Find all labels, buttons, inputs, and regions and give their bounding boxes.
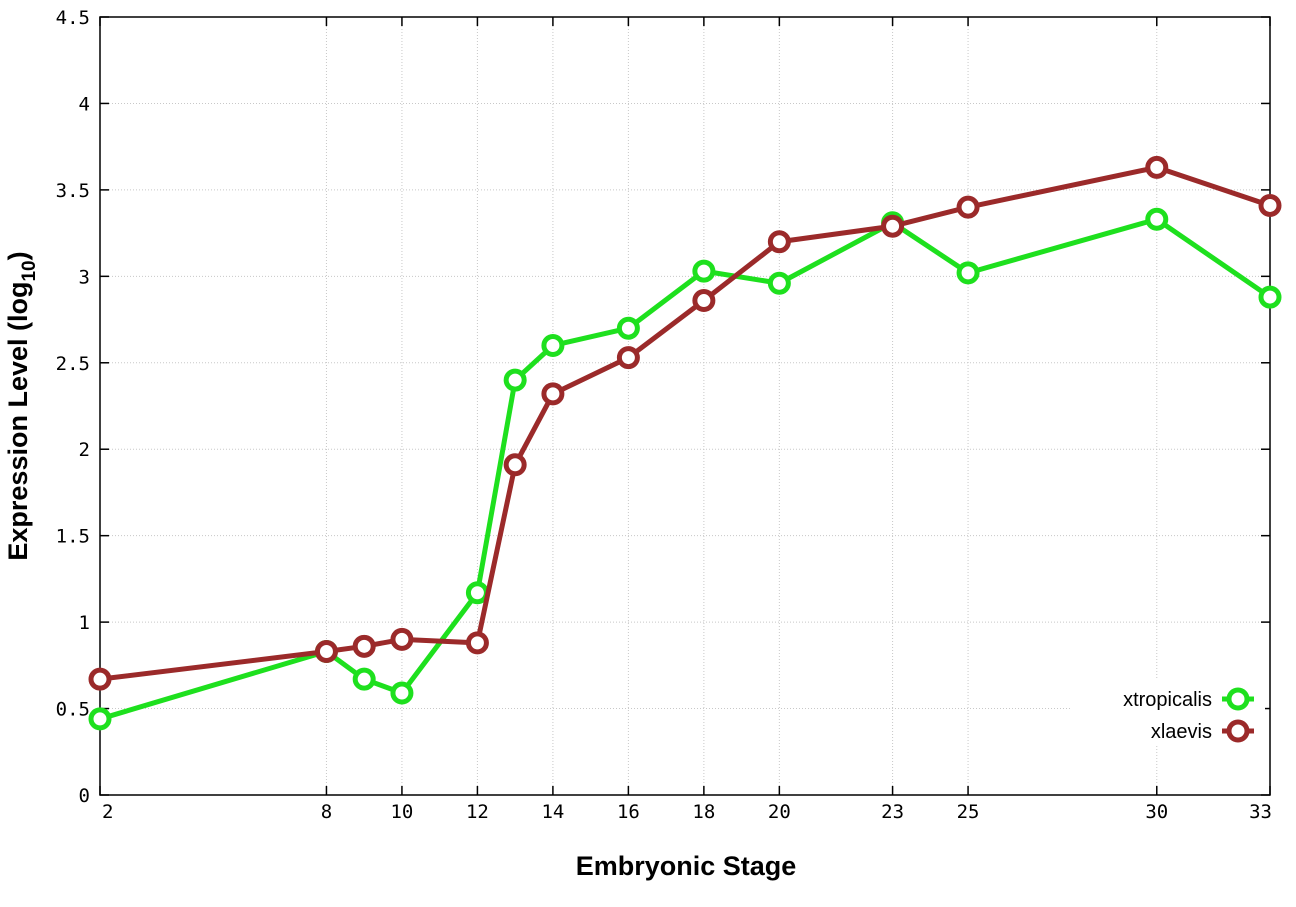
x-tick-label: 25 bbox=[957, 801, 980, 823]
grid bbox=[100, 17, 1270, 795]
data-point-xlaevis bbox=[390, 627, 414, 651]
y-tick-label: 2 bbox=[79, 439, 90, 461]
y-axis-title-main: Expression Level (log bbox=[3, 282, 33, 561]
data-point-xtropicalis bbox=[616, 316, 640, 340]
data-point-xtropicalis bbox=[541, 333, 565, 357]
series-group bbox=[88, 155, 1282, 731]
series-line-xtropicalis bbox=[99, 216, 1272, 722]
x-tick-label: 23 bbox=[881, 801, 904, 823]
series-line-xlaevis bbox=[99, 164, 1271, 682]
y-tick-label: 0 bbox=[79, 785, 90, 807]
y-axis-title-close: ) bbox=[3, 251, 33, 260]
data-point-xtropicalis bbox=[1145, 207, 1169, 231]
x-axis-title: Embryonic Stage bbox=[576, 851, 797, 881]
data-point-xtropicalis bbox=[352, 667, 376, 691]
data-point-xlaevis bbox=[503, 453, 527, 477]
y-tick-label: 3.5 bbox=[56, 180, 90, 202]
data-point-xlaevis bbox=[352, 634, 376, 658]
data-point-xlaevis bbox=[692, 289, 716, 313]
y-tick-label: 1 bbox=[79, 612, 90, 634]
legend-label-xlaevis: xlaevis bbox=[1151, 721, 1212, 743]
data-point-xtropicalis bbox=[503, 368, 527, 392]
y-tick-label: 1.5 bbox=[56, 526, 90, 548]
data-point-xlaevis bbox=[956, 195, 980, 219]
legend: xtropicalis xlaevis bbox=[1070, 680, 1265, 746]
data-point-xlaevis bbox=[314, 640, 338, 664]
data-point-xlaevis bbox=[465, 631, 489, 655]
data-point-xlaevis bbox=[1145, 155, 1169, 179]
x-tick-label: 8 bbox=[321, 801, 332, 823]
data-point-xlaevis bbox=[881, 214, 905, 238]
legend-label-xtropicalis: xtropicalis bbox=[1123, 689, 1212, 711]
y-tick-label: 4.5 bbox=[56, 7, 90, 29]
axis-ticks: 0 0.5 1 1.5 2 2.5 3 3.5 4 4.5 2 8 10 12 14 16 18 20 23 25 30… bbox=[56, 7, 1272, 823]
data-point-xtropicalis bbox=[390, 681, 414, 705]
x-tick-label: 18 bbox=[692, 801, 715, 823]
y-tick-label: 0.5 bbox=[56, 699, 90, 721]
data-point-xlaevis bbox=[767, 230, 791, 254]
data-point-xtropicalis bbox=[465, 581, 489, 605]
y-tick-label: 3 bbox=[79, 266, 90, 288]
data-point-xlaevis bbox=[616, 346, 640, 370]
data-point-xtropicalis bbox=[767, 271, 791, 295]
data-point-xlaevis bbox=[88, 667, 112, 691]
data-point-xtropicalis bbox=[1258, 285, 1282, 309]
legend-swatch-marker-xlaevis bbox=[1226, 719, 1250, 743]
y-tick-label: 2.5 bbox=[56, 353, 90, 375]
x-tick-label: 12 bbox=[466, 801, 489, 823]
data-point-xtropicalis bbox=[88, 707, 112, 731]
x-tick-label: 30 bbox=[1145, 801, 1168, 823]
legend-swatch-marker-xtropicalis bbox=[1226, 687, 1250, 711]
data-point-xtropicalis bbox=[692, 259, 716, 283]
x-tick-label: 14 bbox=[541, 801, 564, 823]
data-point-xlaevis bbox=[1258, 193, 1282, 217]
y-axis-title-subscript: 10 bbox=[19, 260, 40, 281]
x-tick-label: 16 bbox=[617, 801, 640, 823]
x-tick-label: 10 bbox=[390, 801, 413, 823]
plot-frame bbox=[99, 16, 1271, 796]
data-point-xlaevis bbox=[541, 382, 565, 406]
y-tick-label: 4 bbox=[79, 93, 90, 115]
y-axis-title: Expression Level (log10) bbox=[3, 251, 40, 560]
data-point-xtropicalis bbox=[956, 261, 980, 285]
x-tick-label: 2 bbox=[102, 801, 113, 823]
x-tick-label: 20 bbox=[768, 801, 791, 823]
x-tick-label: 33 bbox=[1249, 801, 1272, 823]
